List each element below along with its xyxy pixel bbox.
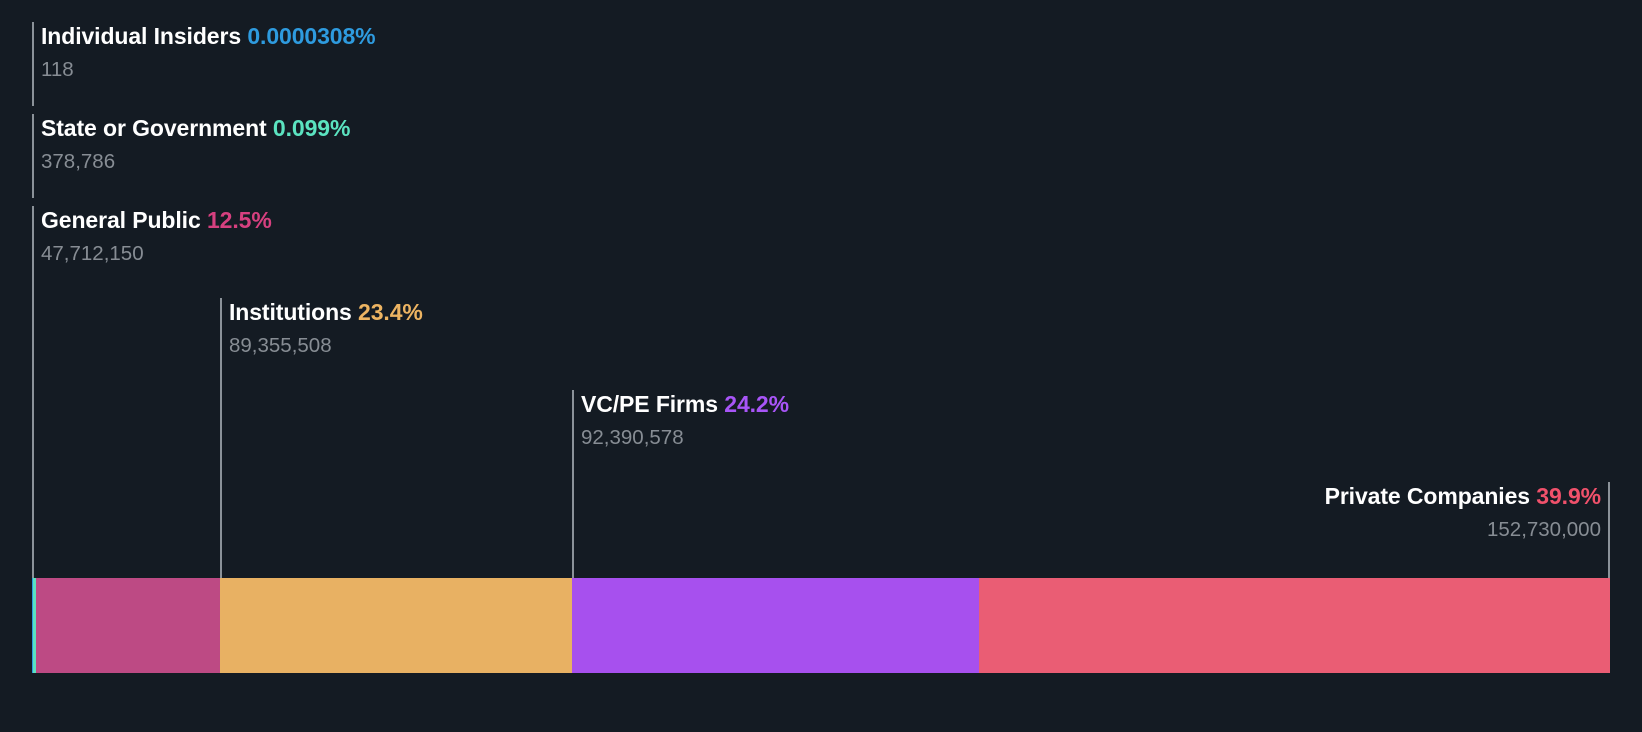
- connector-line-individual-insiders: [32, 22, 34, 106]
- label-text-general-public: General Public 12.5% 47,712,150: [41, 206, 272, 267]
- label-title-state-or-government: State or Government 0.099%: [41, 114, 350, 142]
- label-text-state-or-government: State or Government 0.099% 378,786: [41, 114, 350, 175]
- segment-count-private-companies: 152,730,000: [1486, 518, 1601, 541]
- segment-percent-private-companies: 39.9%: [1536, 483, 1601, 509]
- label-text-institutions: Institutions 23.4% 89,355,508: [229, 298, 423, 359]
- segment-count-general-public: 47,712,150: [41, 242, 144, 265]
- segment-name-state-or-government: State or Government: [41, 115, 267, 141]
- bar-segment-vc-pe-firms[interactable]: [572, 578, 979, 673]
- bar-segment-institutions[interactable]: [220, 578, 572, 673]
- bar-segment-private-companies[interactable]: [979, 578, 1610, 673]
- label-title-private-companies: Private Companies 39.9%: [1324, 482, 1602, 510]
- segment-count-vc-pe-firms: 92,390,578: [581, 426, 684, 449]
- bar-segment-individual-insiders[interactable]: [32, 578, 33, 673]
- label-title-vc-pe-firms: VC/PE Firms 24.2%: [581, 390, 789, 418]
- label-title-institutions: Institutions 23.4%: [229, 298, 423, 326]
- segment-percent-state-or-government: 0.099%: [272, 115, 351, 141]
- label-text-vc-pe-firms: VC/PE Firms 24.2% 92,390,578: [581, 390, 789, 451]
- label-title-general-public: General Public 12.5%: [41, 206, 272, 234]
- segment-percent-institutions: 23.4%: [358, 299, 423, 325]
- label-text-private-companies: Private Companies 39.9% 152,730,000: [1324, 482, 1602, 543]
- segment-percent-vc-pe-firms: 24.2%: [724, 391, 789, 417]
- label-text-individual-insiders: Individual Insiders 0.0000308% 118: [41, 22, 376, 83]
- chart-baseline: [0, 673, 1642, 732]
- bar-segment-general-public[interactable]: [36, 578, 220, 673]
- segment-count-institutions: 89,355,508: [229, 334, 332, 357]
- connector-line-general-public: [32, 206, 34, 578]
- segment-name-general-public: General Public: [41, 207, 201, 233]
- connector-line-state-or-government: [32, 114, 34, 198]
- segment-count-state-or-government: 378,786: [41, 150, 116, 173]
- connector-line-private-companies: [1608, 482, 1610, 578]
- label-title-individual-insiders: Individual Insiders 0.0000308%: [41, 22, 376, 50]
- connector-line-vc-pe-firms: [572, 390, 574, 578]
- segment-percent-individual-insiders: 0.0000308%: [247, 23, 376, 49]
- segment-name-vc-pe-firms: VC/PE Firms: [581, 391, 718, 417]
- segment-count-individual-insiders: 118: [41, 58, 74, 81]
- segment-name-private-companies: Private Companies: [1324, 483, 1530, 509]
- segment-percent-general-public: 12.5%: [206, 207, 272, 233]
- segment-name-institutions: Institutions: [229, 299, 352, 325]
- connector-line-institutions: [220, 298, 222, 578]
- segment-name-individual-insiders: Individual Insiders: [41, 23, 242, 49]
- stacked-ownership-bar: [32, 578, 1610, 673]
- bar-segment-state-or-government[interactable]: [32, 578, 36, 673]
